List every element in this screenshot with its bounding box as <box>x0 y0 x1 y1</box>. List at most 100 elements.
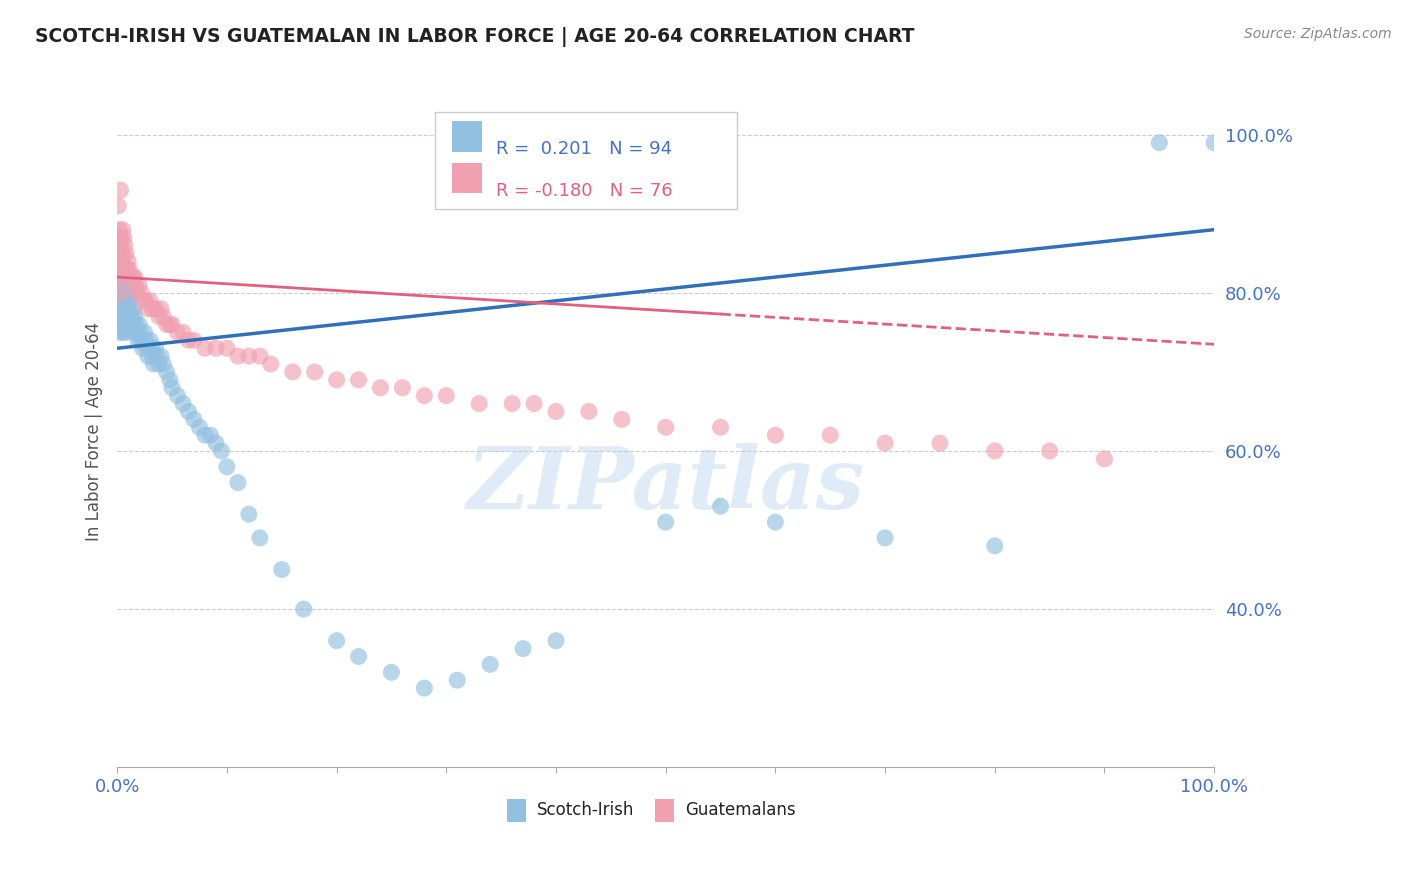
Point <box>512 641 534 656</box>
Point <box>114 277 136 292</box>
Point <box>145 301 167 316</box>
Point <box>115 285 138 300</box>
Point <box>125 277 148 292</box>
Text: Source: ZipAtlas.com: Source: ZipAtlas.com <box>1244 27 1392 41</box>
Point <box>145 341 167 355</box>
Point <box>108 285 131 300</box>
Point <box>183 334 205 348</box>
Point <box>110 285 132 300</box>
Point <box>215 341 238 355</box>
Point <box>578 404 600 418</box>
Point <box>107 246 129 260</box>
Point <box>117 310 139 324</box>
Point <box>194 341 217 355</box>
Point <box>107 254 129 268</box>
Point <box>124 270 146 285</box>
Point <box>122 270 145 285</box>
Point <box>110 238 132 252</box>
Point <box>152 357 174 371</box>
Point <box>226 349 249 363</box>
Point <box>115 301 138 316</box>
Point <box>166 326 188 340</box>
Point <box>135 341 157 355</box>
Point <box>873 531 896 545</box>
Point <box>127 334 149 348</box>
Point <box>929 436 952 450</box>
Point <box>118 318 141 332</box>
Point <box>446 673 468 688</box>
Point <box>115 262 138 277</box>
Point <box>249 531 271 545</box>
Point <box>141 301 163 316</box>
Point <box>325 633 347 648</box>
Point <box>370 381 392 395</box>
Point <box>120 270 142 285</box>
Point <box>304 365 326 379</box>
Point <box>763 515 786 529</box>
Point <box>160 381 183 395</box>
Point <box>166 389 188 403</box>
Point <box>142 357 165 371</box>
Point <box>135 334 157 348</box>
Point <box>117 285 139 300</box>
Point <box>129 326 152 340</box>
Point <box>1039 444 1062 458</box>
Point <box>238 507 260 521</box>
Point <box>111 277 134 292</box>
Point <box>110 254 132 268</box>
Text: ZIPatlas: ZIPatlas <box>467 443 865 526</box>
Point <box>347 373 370 387</box>
Point <box>136 301 159 316</box>
Point <box>112 310 135 324</box>
Point <box>111 222 134 236</box>
Point <box>610 412 633 426</box>
Point <box>1149 136 1171 150</box>
Point <box>118 293 141 308</box>
Point <box>523 396 546 410</box>
Point <box>114 293 136 308</box>
Point <box>110 277 132 292</box>
Point <box>134 326 156 340</box>
Point <box>110 183 132 197</box>
Point <box>391 381 413 395</box>
Point <box>111 262 134 277</box>
Point <box>818 428 841 442</box>
Point <box>111 270 134 285</box>
Point <box>155 318 177 332</box>
Point <box>177 404 200 418</box>
Text: R =  0.201   N = 94: R = 0.201 N = 94 <box>496 140 672 159</box>
Point <box>125 326 148 340</box>
Point <box>709 420 731 434</box>
Point <box>108 318 131 332</box>
Point <box>118 262 141 277</box>
Point <box>122 318 145 332</box>
Point <box>120 270 142 285</box>
Point <box>108 270 131 285</box>
Point <box>325 373 347 387</box>
Point <box>413 389 436 403</box>
Point <box>205 436 228 450</box>
Point <box>108 246 131 260</box>
Point <box>434 389 457 403</box>
Point <box>292 602 315 616</box>
Point <box>111 246 134 260</box>
Point <box>141 341 163 355</box>
Point <box>111 326 134 340</box>
Point <box>260 357 283 371</box>
Point <box>110 254 132 268</box>
Point <box>107 230 129 244</box>
Point <box>112 270 135 285</box>
Point <box>139 334 162 348</box>
Point <box>108 301 131 316</box>
Point <box>112 285 135 300</box>
Point <box>110 326 132 340</box>
Point <box>159 318 181 332</box>
Point <box>148 310 170 324</box>
Point <box>468 396 491 410</box>
Point <box>121 326 143 340</box>
Point <box>544 404 567 418</box>
Y-axis label: In Labor Force | Age 20-64: In Labor Force | Age 20-64 <box>86 322 103 541</box>
Point <box>112 230 135 244</box>
Bar <box>451 163 482 194</box>
Point <box>226 475 249 490</box>
